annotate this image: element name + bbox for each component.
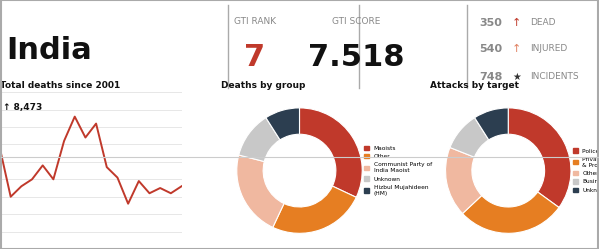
Text: 350: 350 bbox=[479, 18, 502, 28]
Text: ↑: ↑ bbox=[512, 18, 522, 28]
Wedge shape bbox=[239, 118, 280, 162]
Text: INCIDENTS: INCIDENTS bbox=[530, 72, 579, 81]
Legend: Maoists, Other, Communist Party of
India Maoist, Unknown, Hizbul Mujahideen
(HM): Maoists, Other, Communist Party of India… bbox=[362, 143, 434, 198]
Wedge shape bbox=[237, 155, 284, 227]
Text: ★: ★ bbox=[512, 72, 521, 82]
Text: 540: 540 bbox=[479, 44, 503, 54]
Wedge shape bbox=[300, 108, 362, 197]
Text: Deaths by group: Deaths by group bbox=[221, 81, 305, 90]
Text: 748: 748 bbox=[479, 72, 503, 82]
Text: ↑: ↑ bbox=[512, 44, 522, 54]
Text: India: India bbox=[6, 36, 92, 65]
Text: Attacks by target: Attacks by target bbox=[430, 81, 519, 90]
Wedge shape bbox=[450, 118, 489, 157]
Text: 7.518: 7.518 bbox=[308, 43, 405, 72]
Text: GTI SCORE: GTI SCORE bbox=[332, 17, 380, 26]
Wedge shape bbox=[462, 192, 559, 233]
Wedge shape bbox=[266, 108, 300, 140]
Legend: Police & Military, Private Citizens
& Property, Other, Business, Unknown: Police & Military, Private Citizens & Pr… bbox=[571, 146, 599, 195]
Text: ↑ 8,473: ↑ 8,473 bbox=[3, 103, 43, 112]
Wedge shape bbox=[508, 108, 571, 207]
Text: 7: 7 bbox=[244, 43, 265, 72]
Wedge shape bbox=[446, 147, 482, 214]
Wedge shape bbox=[474, 108, 508, 140]
Text: Total deaths since 2001: Total deaths since 2001 bbox=[0, 81, 120, 90]
Text: INJURED: INJURED bbox=[530, 44, 567, 53]
Text: GTI RANK: GTI RANK bbox=[234, 17, 276, 26]
Text: DEAD: DEAD bbox=[530, 18, 556, 27]
Wedge shape bbox=[273, 186, 356, 233]
